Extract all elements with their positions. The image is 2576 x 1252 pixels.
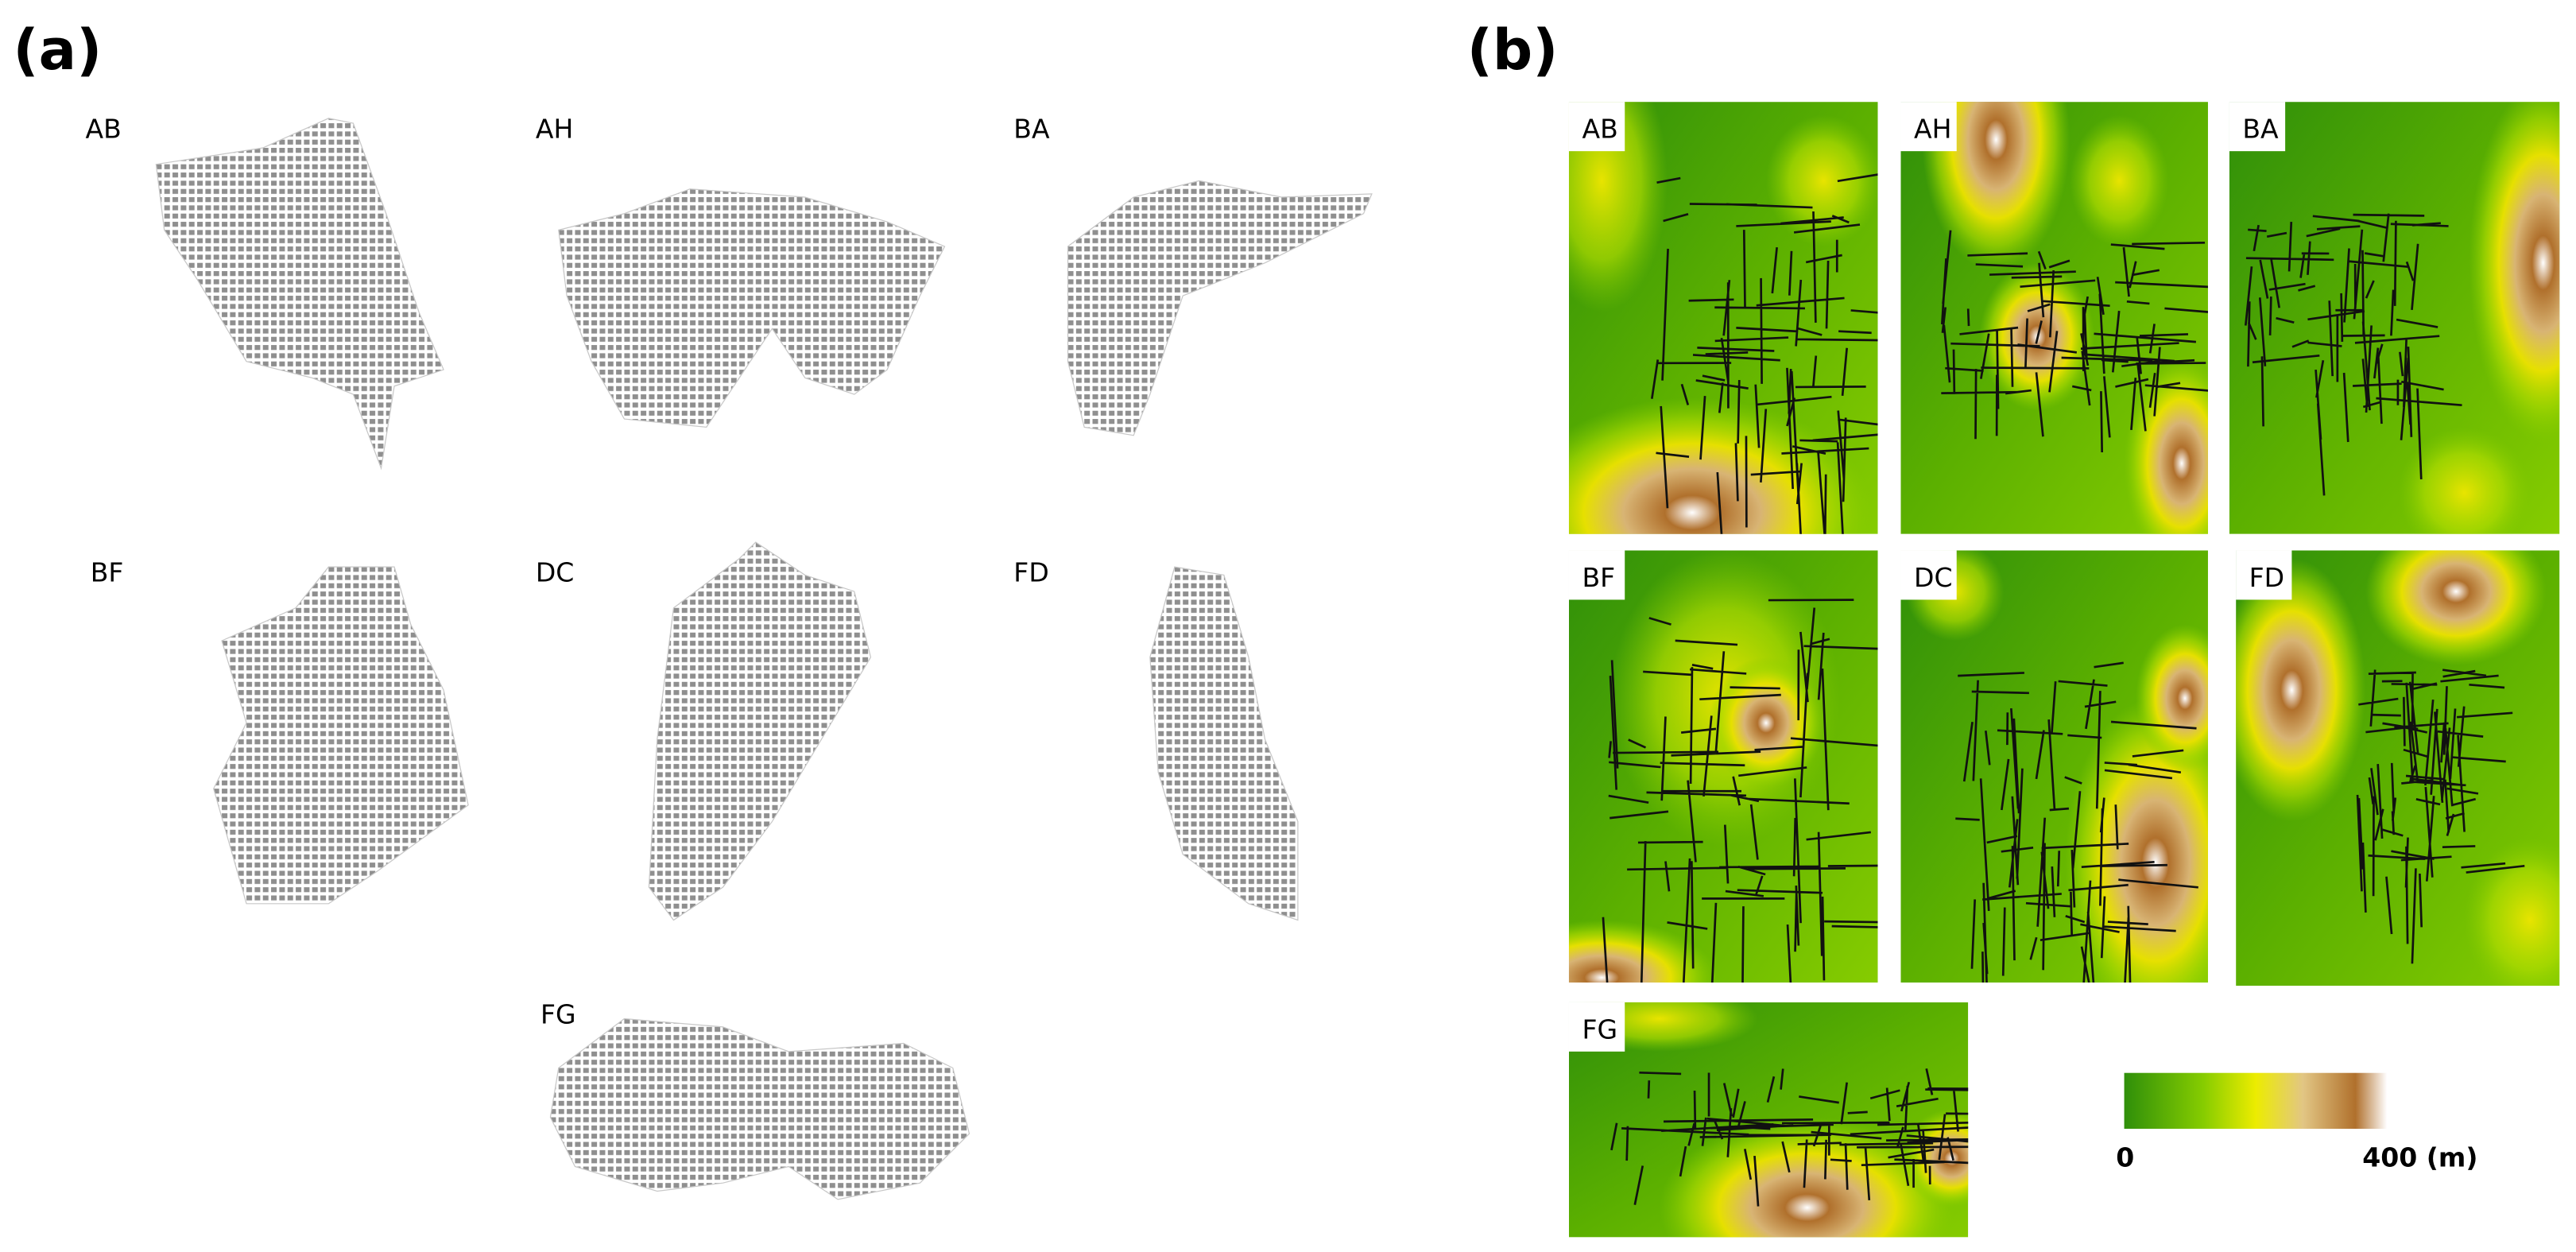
terrain-map: BF <box>1568 550 1878 983</box>
terrain-map: BA <box>2229 102 2560 534</box>
building-footprints <box>155 118 444 471</box>
map-label: FG <box>540 999 576 1030</box>
legend-colorbar <box>2124 1072 2388 1129</box>
map-label: AH <box>536 114 573 145</box>
terrain-map: FD <box>2236 550 2560 986</box>
elevation <box>2365 550 2547 666</box>
building-footprints <box>1067 180 1373 436</box>
map-label: DC <box>1914 562 1953 593</box>
road-network <box>1955 661 2198 983</box>
terrain-map: AB <box>1568 102 1878 534</box>
map-label: BA <box>2242 114 2279 145</box>
terrain <box>1568 1002 1969 1238</box>
terrain <box>2236 550 2560 986</box>
panel-a: AB AH BA BF DC FD FG <box>86 114 1373 1200</box>
elevation <box>2236 558 2366 822</box>
terrain <box>1900 102 2208 534</box>
map-label-box <box>1568 550 1625 600</box>
elevation <box>2464 838 2560 986</box>
terrain <box>1568 550 1878 983</box>
elevation <box>1922 102 2070 271</box>
road-network <box>1650 173 1878 534</box>
panel-b: AB AH BA BF DC FD FG <box>1568 102 2560 1238</box>
map-label: FD <box>1013 557 1048 588</box>
panel-label: (b) <box>1467 17 1559 83</box>
road-network <box>1941 230 2208 453</box>
building-footprints <box>549 1017 970 1200</box>
terrain <box>2229 102 2560 534</box>
legend-max: 400 (m) <box>2362 1142 2477 1173</box>
terrain-map: FG <box>1568 1002 1969 1238</box>
road-network <box>2356 669 2525 964</box>
elevation <box>1568 102 1668 312</box>
road-network <box>1610 1068 1969 1207</box>
terrain-map: AH <box>1900 102 2208 534</box>
map-label: BF <box>1582 562 1615 593</box>
map-label-box <box>1900 550 1957 600</box>
map-label-box <box>1900 102 1957 152</box>
elevation <box>2124 356 2208 534</box>
building-footprints <box>558 188 946 428</box>
map-label: AB <box>86 114 122 145</box>
building-footprints <box>1149 566 1299 921</box>
map-label-box <box>1568 1002 1625 1052</box>
elevation <box>1708 657 1824 789</box>
road-network <box>1602 599 1878 983</box>
map-label: FD <box>2249 562 2284 593</box>
legend-min: 0 <box>2116 1142 2134 1173</box>
map-label: BF <box>91 557 124 588</box>
terrain <box>1568 102 1878 534</box>
map-label-box <box>2229 102 2286 152</box>
road-network <box>2244 213 2462 496</box>
map-label: AB <box>1582 114 1617 145</box>
building-footprints <box>213 566 469 905</box>
building-footprints <box>648 541 872 921</box>
elevation <box>2469 102 2560 444</box>
elevation <box>1765 114 1878 247</box>
terrain-map: DC <box>1900 550 2208 983</box>
elevation <box>2070 114 2169 247</box>
map-label: AH <box>1914 114 1951 145</box>
legend: 0 400 (m) <box>2116 1072 2477 1173</box>
map-label: BA <box>1013 114 1050 145</box>
panel-label: (a) <box>14 17 103 83</box>
elevation <box>2398 427 2531 534</box>
map-label-box <box>2236 550 2292 600</box>
terrain <box>1900 550 2208 983</box>
map-label: FG <box>1582 1014 1617 1045</box>
elevation <box>2136 624 2208 773</box>
map-label-box <box>1568 102 1625 152</box>
map-label: DC <box>536 557 575 588</box>
